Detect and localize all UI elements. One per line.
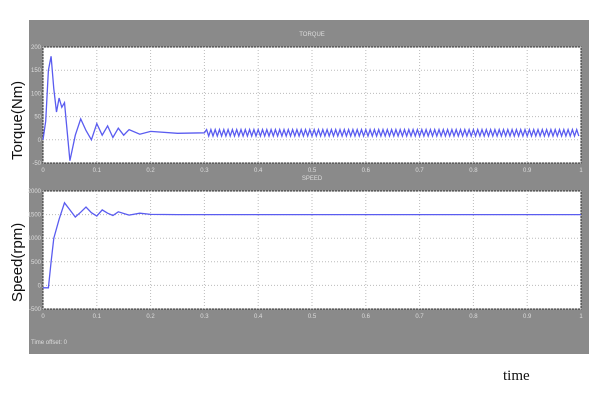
y-tick-label: 1500 xyxy=(28,213,42,219)
y-tick-label: 100 xyxy=(31,91,42,97)
x-tick-label: 0.5 xyxy=(308,314,317,320)
x-tick-label: 0.7 xyxy=(415,314,424,320)
y-tick-label: 2000 xyxy=(28,189,42,195)
x-tick-label: 0.1 xyxy=(93,314,102,320)
x-tick-label: 1 xyxy=(579,168,583,174)
time-offset-label: Time offset: 0 xyxy=(31,340,68,346)
y-tick-label: 150 xyxy=(31,68,42,74)
series-line xyxy=(43,201,581,289)
series-line xyxy=(42,56,580,161)
x-tick-label: 0.4 xyxy=(254,314,263,320)
x-tick-label: 0.1 xyxy=(93,168,102,174)
x-tick-label: 0 xyxy=(41,314,45,320)
y-tick-label: 0 xyxy=(38,138,42,144)
y-tick-label: -50 xyxy=(32,161,41,167)
speed-y-label: Speed(rpm) xyxy=(9,222,26,302)
x-tick-label: 0.9 xyxy=(523,168,532,174)
torque-y-label: Torque(Nm) xyxy=(9,80,26,160)
plot-title: SPEED xyxy=(302,176,323,182)
x-tick-label: 0.6 xyxy=(362,314,371,320)
y-tick-label: 1000 xyxy=(28,236,42,242)
x-tick-label: 1 xyxy=(579,314,583,320)
y-tick-label: 500 xyxy=(31,260,42,266)
x-tick-label: 0.8 xyxy=(469,168,478,174)
x-tick-label: 0.2 xyxy=(146,168,155,174)
y-tick-label: -500 xyxy=(29,307,42,313)
x-tick-label: 0.2 xyxy=(146,314,155,320)
x-tick-label: 0.5 xyxy=(308,168,317,174)
x-tick-label: 0.9 xyxy=(523,314,532,320)
x-tick-label: 0.8 xyxy=(469,314,478,320)
y-tick-label: 50 xyxy=(34,115,41,121)
plot-title: TORQUE xyxy=(299,32,325,38)
y-tick-label: 0 xyxy=(38,283,42,289)
x-tick-label: 0.7 xyxy=(415,168,424,174)
plot-area xyxy=(42,190,582,310)
x-axis-label: time xyxy=(503,368,530,384)
x-tick-label: 0.3 xyxy=(200,168,209,174)
x-tick-label: 0 xyxy=(41,168,45,174)
x-tick-label: 0.3 xyxy=(200,314,209,320)
y-tick-label: 200 xyxy=(31,45,42,51)
x-tick-label: 0.4 xyxy=(254,168,263,174)
x-tick-label: 0.6 xyxy=(362,168,371,174)
